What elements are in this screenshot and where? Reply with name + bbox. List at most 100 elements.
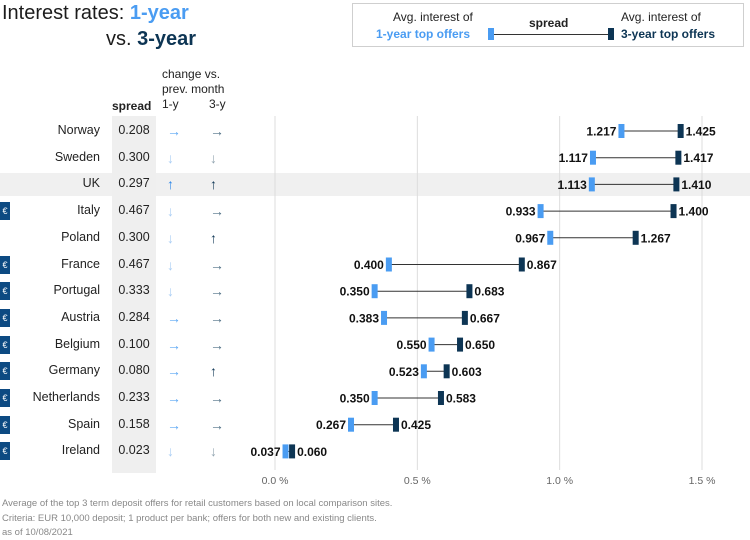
marker-1y <box>428 337 435 352</box>
euro-icon: € <box>0 335 10 354</box>
legend-3y-line2: 3-year top offers <box>621 27 716 41</box>
country-name: UK <box>82 176 100 191</box>
value-label-3y: 1.425 <box>686 125 716 139</box>
country-name: Portugal <box>53 283 100 298</box>
marker-3y <box>443 364 450 379</box>
legend-1y-marker <box>488 28 494 40</box>
change-1y-flat-arrow-icon: → <box>167 363 181 380</box>
change-3y-flat-arrow-icon: → <box>210 203 224 220</box>
country-name: Norway <box>57 123 100 137</box>
highlight-row-band <box>0 173 750 196</box>
marker-1y <box>371 391 378 405</box>
value-label-3y: 1.400 <box>679 205 709 219</box>
change-1y-down-arrow-icon: ↓ <box>167 256 174 273</box>
value-label-3y: 0.060 <box>297 445 327 459</box>
marker-1y <box>618 124 625 138</box>
legend-3y-line1: Avg. interest of <box>621 10 701 24</box>
spread-value: 0.100 <box>118 336 150 351</box>
marker-3y <box>437 391 444 405</box>
spread-value: 0.300 <box>118 149 150 164</box>
marker-1y <box>371 284 378 299</box>
change-header-3y: 3-y <box>209 97 226 111</box>
value-label-3y: 0.583 <box>446 392 476 406</box>
marker-3y <box>518 257 525 272</box>
change-1y-up-arrow-icon: ↑ <box>167 176 174 193</box>
value-label-1y: 0.267 <box>316 418 346 432</box>
euro-icon: € <box>0 308 10 327</box>
marker-3y <box>677 124 684 138</box>
legend-1y-line1: Avg. interest of <box>393 10 473 24</box>
change-3y-flat-arrow-icon: → <box>210 336 224 353</box>
title-line-1: Interest rates: 1-year <box>2 0 189 27</box>
change-1y-flat-arrow-icon: → <box>167 416 181 433</box>
value-label-3y: 0.683 <box>474 285 504 299</box>
value-label-1y: 0.967 <box>515 231 545 245</box>
title-highlight-1y: 1-year <box>129 2 189 24</box>
value-label-1y: 0.523 <box>389 365 419 379</box>
marker-3y <box>457 337 464 352</box>
change-header-line1: change vs. <box>162 67 221 81</box>
marker-3y <box>675 150 682 165</box>
change-1y-down-arrow-icon: ↓ <box>167 203 174 220</box>
value-label-3y: 1.267 <box>641 231 671 245</box>
marker-3y <box>392 417 399 432</box>
spread-value: 0.080 <box>118 363 150 378</box>
change-3y-flat-arrow-icon: → <box>210 123 224 139</box>
spread-header: spread <box>112 99 152 113</box>
euro-icon: € <box>0 442 10 461</box>
change-3y-flat-arrow-icon: → <box>210 309 224 326</box>
value-label-1y: 0.400 <box>354 258 384 272</box>
marker-3y <box>461 310 468 325</box>
x-tick-label: 1.0 % <box>546 475 573 487</box>
change-3y-down-arrow-icon: ↓ <box>210 149 217 166</box>
country-name: Sweden <box>54 149 100 164</box>
value-label-3y: 0.425 <box>401 418 431 432</box>
marker-3y <box>466 284 473 299</box>
marker-1y <box>547 230 554 245</box>
footer-date: as of 10/08/2021 <box>2 527 73 538</box>
x-tick-label: 0.5 % <box>404 475 431 487</box>
change-1y-flat-arrow-icon: → <box>167 309 181 326</box>
euro-icon: € <box>0 415 10 434</box>
spread-value: 0.467 <box>118 256 150 271</box>
spread-value: 0.467 <box>118 203 150 218</box>
spread-value: 0.023 <box>118 443 150 458</box>
value-label-3y: 0.667 <box>470 311 500 325</box>
value-label-1y: 0.350 <box>340 392 370 406</box>
change-1y-flat-arrow-icon: → <box>167 123 181 139</box>
country-name: Austria <box>61 309 100 324</box>
legend-connector <box>494 34 608 35</box>
country-name: Germany <box>48 363 100 378</box>
change-header-line2: prev. month <box>162 82 225 96</box>
title-highlight-3y: 3-year <box>137 28 197 50</box>
change-1y-flat-arrow-icon: → <box>167 390 181 406</box>
spread-value: 0.208 <box>118 123 150 137</box>
footer-note-1: Average of the top 3 term deposit offers… <box>2 498 393 509</box>
change-3y-up-arrow-icon: ↑ <box>210 229 217 246</box>
value-label-1y: 0.350 <box>340 285 370 299</box>
marker-1y <box>348 417 355 432</box>
footer-note-2: Criteria: EUR 10,000 deposit; 1 product … <box>2 513 377 524</box>
value-label-1y: 0.037 <box>251 445 281 459</box>
change-1y-flat-arrow-icon: → <box>167 336 181 353</box>
change-1y-down-arrow-icon: ↓ <box>167 149 174 166</box>
legend-3y-marker <box>608 28 614 40</box>
value-label-3y: 0.867 <box>527 258 557 272</box>
country-name: France <box>61 256 100 271</box>
country-name: Poland <box>61 229 100 244</box>
euro-icon: € <box>0 282 10 301</box>
change-3y-flat-arrow-icon: → <box>210 283 224 300</box>
legend-spread-label: spread <box>529 16 569 30</box>
marker-1y <box>420 364 427 379</box>
spread-value: 0.333 <box>118 283 150 298</box>
spread-value: 0.297 <box>118 176 150 191</box>
value-label-1y: 1.217 <box>586 125 616 139</box>
change-1y-down-arrow-icon: ↓ <box>167 443 174 460</box>
marker-1y <box>537 204 544 219</box>
value-label-1y: 0.550 <box>397 338 427 352</box>
euro-icon: € <box>0 362 10 381</box>
value-label-3y: 1.417 <box>683 151 713 165</box>
title-prefix-2: vs. <box>106 28 138 50</box>
x-tick-label: 1.5 % <box>689 475 716 487</box>
